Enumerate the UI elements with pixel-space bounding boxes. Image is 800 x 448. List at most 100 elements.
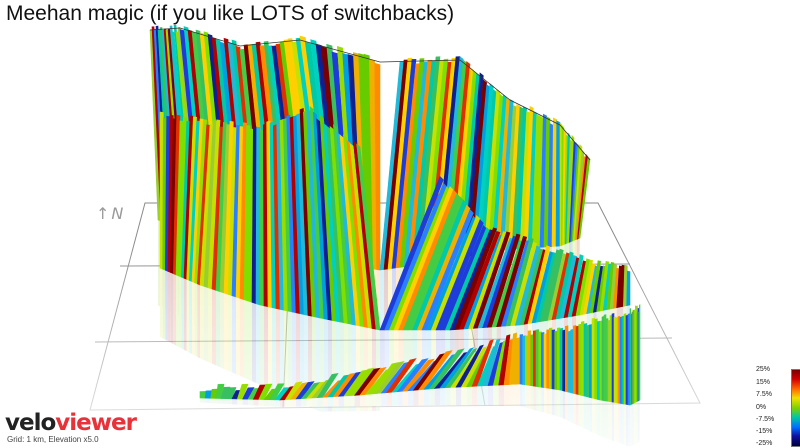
route-top-edge [149,27,591,161]
route-wall-strip [186,116,197,281]
route-wall-strip [554,330,558,390]
route-wall-strip [236,383,249,400]
route-wall-strip [242,387,255,400]
route-wall-strip [579,259,594,316]
route-wall-strip [199,391,207,399]
reflection-fade [0,240,800,447]
route-wall-strip [295,381,315,400]
route-wall-strip [332,124,353,325]
route-wall-strip [255,126,261,306]
page-title: Meehan magic (if you like LOTS of switch… [6,2,455,25]
route-wall-strip [611,312,615,403]
logo-part-velo: velo [5,410,56,436]
route-wall-strip [583,323,587,398]
route-wall-strip [472,231,511,329]
route-wall-strip [613,316,617,404]
route-wall-strip [582,263,596,315]
route-wall-strip [354,367,381,396]
route-wall-strip [606,262,615,311]
route-wall-strip [239,122,247,301]
route-wall-strip [439,347,475,389]
route-wall-strip [231,125,241,298]
route-wall-strip [609,264,617,310]
route-wall-strip [486,233,521,328]
route-wall-strip [546,329,550,389]
route-wall-strip [555,120,561,247]
route-wall-strip [533,330,537,387]
route-wall-strip [578,156,591,239]
route-wall-strip [589,323,593,399]
north-indicator: ↑ N [96,204,123,223]
route-wall-strip [541,332,545,388]
route-wall-strip [496,235,528,327]
route-wall-strip [258,383,273,400]
route-wall-strip [597,320,601,401]
route-wall-strip [538,331,542,388]
route-wall-strip [573,144,583,242]
route-wall-strip [421,209,474,331]
route-wall-strip [530,334,534,387]
route-wall-strip [319,114,337,322]
route-wall-strip [567,134,575,244]
route-wall-strip [266,120,273,308]
route-wall-strip [430,214,481,331]
route-wall-strip [525,335,529,386]
route-wall-strip [623,264,628,307]
route-wall-strip [639,304,641,401]
route-wall-strip [316,372,339,399]
route-wall-strip [460,346,488,388]
legend-label: 15% [756,379,771,386]
route-wall-strip [178,116,187,278]
route-wall-strip [435,219,484,331]
route-wall-strip [386,358,417,394]
route-wall-strip [444,348,478,389]
route-wall-strip [514,245,541,326]
route-wall-strip [555,251,574,320]
veloviewer-logo[interactable]: veloviewer [5,410,137,436]
route-wall-strip [346,139,369,328]
legend-label: -7.5% [756,416,775,423]
route-wall-strip [527,330,531,386]
route-wall-strip [183,115,194,280]
route-wall-strip [428,348,465,390]
route-wall-strip [510,242,538,326]
route-wall-strip [191,118,204,284]
route-wall-strip [316,118,333,321]
route-wall-strip [167,114,174,273]
route-wall-strip [286,114,297,314]
route-wall-strip [268,383,285,401]
route-wall-strip [581,320,585,397]
legend-label: 25% [756,366,771,373]
route-wall-strip [562,329,566,392]
north-arrow-icon: ↑ [96,204,110,223]
route-wall-strip [599,260,609,312]
route-wall-strip [559,327,563,392]
route-wall-strip [399,58,425,268]
route-wall-strip [379,175,444,331]
route-wall-strip [482,338,501,387]
legend-label: 0% [756,404,767,411]
route-wall-strip [359,366,387,396]
route-wall-strip [551,329,555,390]
route-wall-strip [226,387,237,400]
legend-label: 7.5% [756,391,772,398]
route-wall-strip [509,332,517,385]
route-wall-strip [567,330,571,394]
route-wall-strip [299,107,313,317]
route-wall-strip [223,121,234,295]
route-wall-strip [220,386,231,399]
route-elevation-walls [149,24,641,406]
route-wall-strip [623,313,627,405]
route-wall-strip [356,143,381,331]
route-wall-strip [309,106,325,320]
route-wall-strip [412,199,468,331]
route-wall-strip [567,254,584,318]
route-wall-strip [565,325,569,393]
route-wall-strip [303,110,317,318]
route-wall-strip [352,140,377,330]
route-wall-strip [418,350,453,391]
route-wall-strip [565,132,571,245]
route-wall-strip [543,248,564,322]
route-wall-strip [173,114,181,276]
